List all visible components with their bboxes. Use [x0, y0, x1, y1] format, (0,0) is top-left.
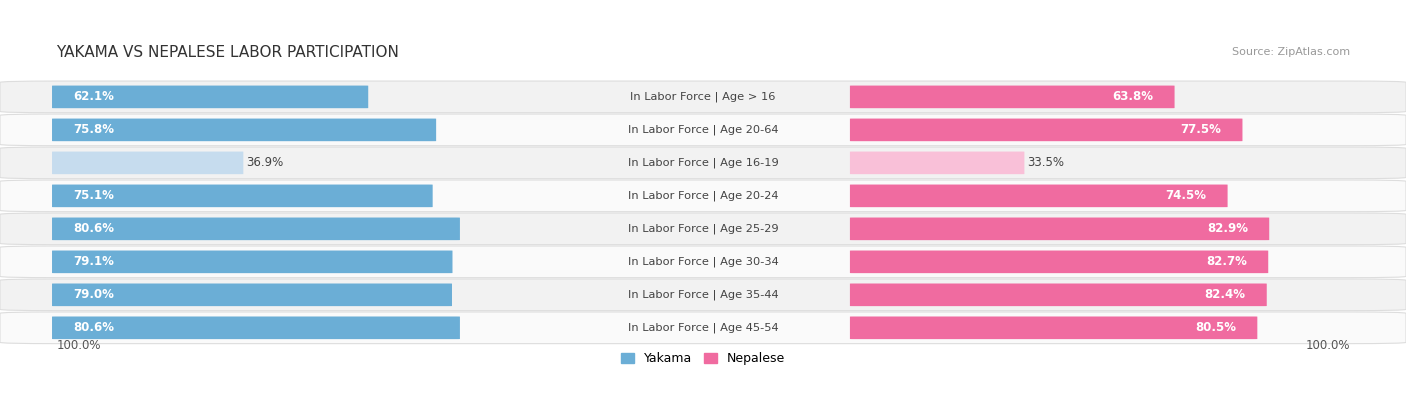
- Text: In Labor Force | Age 45-54: In Labor Force | Age 45-54: [627, 323, 779, 333]
- Text: In Labor Force | Age 20-64: In Labor Force | Age 20-64: [627, 125, 779, 135]
- Text: 33.5%: 33.5%: [1028, 156, 1064, 169]
- FancyBboxPatch shape: [849, 118, 1243, 141]
- FancyBboxPatch shape: [849, 86, 1174, 108]
- FancyBboxPatch shape: [52, 118, 436, 141]
- Text: In Labor Force | Age 35-44: In Labor Force | Age 35-44: [627, 290, 779, 300]
- FancyBboxPatch shape: [52, 218, 460, 240]
- FancyBboxPatch shape: [52, 184, 433, 207]
- FancyBboxPatch shape: [52, 284, 451, 306]
- FancyBboxPatch shape: [52, 316, 460, 339]
- FancyBboxPatch shape: [849, 184, 1227, 207]
- Text: 79.0%: 79.0%: [73, 288, 114, 301]
- FancyBboxPatch shape: [849, 284, 1267, 306]
- Text: 79.1%: 79.1%: [73, 255, 114, 268]
- Text: In Labor Force | Age 16-19: In Labor Force | Age 16-19: [627, 158, 779, 168]
- Text: 75.8%: 75.8%: [73, 123, 114, 136]
- Text: 80.6%: 80.6%: [73, 321, 114, 334]
- Text: Source: ZipAtlas.com: Source: ZipAtlas.com: [1232, 47, 1350, 57]
- FancyBboxPatch shape: [849, 152, 1025, 174]
- FancyBboxPatch shape: [52, 152, 243, 174]
- FancyBboxPatch shape: [52, 86, 368, 108]
- Text: In Labor Force | Age > 16: In Labor Force | Age > 16: [630, 92, 776, 102]
- FancyBboxPatch shape: [0, 180, 1406, 212]
- Text: In Labor Force | Age 25-29: In Labor Force | Age 25-29: [627, 224, 779, 234]
- Text: 63.8%: 63.8%: [1112, 90, 1153, 103]
- FancyBboxPatch shape: [0, 246, 1406, 278]
- FancyBboxPatch shape: [849, 218, 1270, 240]
- Text: 74.5%: 74.5%: [1166, 189, 1206, 202]
- Text: 80.5%: 80.5%: [1195, 321, 1236, 334]
- Text: 82.4%: 82.4%: [1205, 288, 1246, 301]
- FancyBboxPatch shape: [0, 81, 1406, 113]
- FancyBboxPatch shape: [849, 250, 1268, 273]
- FancyBboxPatch shape: [849, 316, 1257, 339]
- Text: 75.1%: 75.1%: [73, 189, 114, 202]
- Text: 80.6%: 80.6%: [73, 222, 114, 235]
- Text: 100.0%: 100.0%: [56, 339, 101, 352]
- Text: 82.7%: 82.7%: [1206, 255, 1247, 268]
- FancyBboxPatch shape: [0, 147, 1406, 179]
- Text: 82.9%: 82.9%: [1208, 222, 1249, 235]
- FancyBboxPatch shape: [0, 213, 1406, 245]
- Text: In Labor Force | Age 30-34: In Labor Force | Age 30-34: [627, 257, 779, 267]
- FancyBboxPatch shape: [0, 312, 1406, 344]
- Text: 36.9%: 36.9%: [246, 156, 284, 169]
- FancyBboxPatch shape: [52, 250, 453, 273]
- Text: 77.5%: 77.5%: [1181, 123, 1222, 136]
- Text: YAKAMA VS NEPALESE LABOR PARTICIPATION: YAKAMA VS NEPALESE LABOR PARTICIPATION: [56, 45, 399, 60]
- FancyBboxPatch shape: [0, 114, 1406, 146]
- FancyBboxPatch shape: [0, 279, 1406, 310]
- Legend: Yakama, Nepalese: Yakama, Nepalese: [621, 352, 785, 365]
- Text: 62.1%: 62.1%: [73, 90, 114, 103]
- Text: 100.0%: 100.0%: [1305, 339, 1350, 352]
- Text: In Labor Force | Age 20-24: In Labor Force | Age 20-24: [627, 191, 779, 201]
